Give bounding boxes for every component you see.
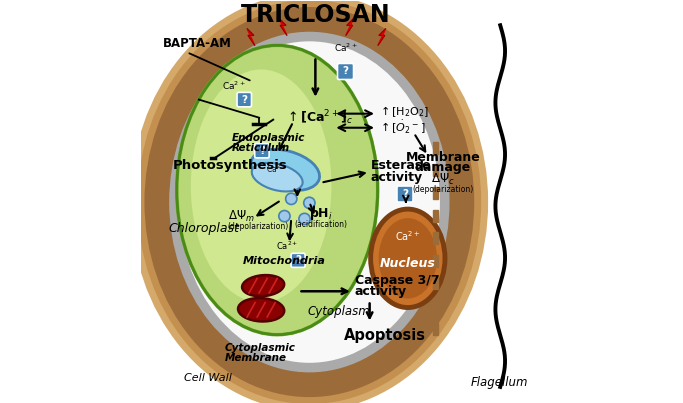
FancyBboxPatch shape — [337, 63, 354, 79]
Ellipse shape — [191, 69, 331, 303]
Text: ?: ? — [259, 145, 265, 156]
Text: Ca$^{2+}$: Ca$^{2+}$ — [222, 79, 246, 92]
Text: Ca$^{2+}$: Ca$^{2+}$ — [276, 240, 298, 252]
Text: ?: ? — [295, 256, 301, 265]
Text: $\uparrow$[$\dot{O}_2$$^-$]: $\uparrow$[$\dot{O}_2$$^-$] — [378, 119, 426, 136]
Polygon shape — [346, 19, 354, 35]
Text: Reticulum: Reticulum — [232, 143, 290, 153]
FancyBboxPatch shape — [397, 186, 413, 202]
FancyBboxPatch shape — [291, 253, 305, 267]
Text: Membrane: Membrane — [406, 151, 480, 164]
Text: Apoptosis: Apoptosis — [344, 328, 426, 343]
Text: (acidification): (acidification) — [294, 220, 347, 229]
Ellipse shape — [177, 46, 378, 334]
Text: Esterase: Esterase — [370, 160, 431, 172]
Bar — [433, 164, 438, 177]
Circle shape — [299, 213, 310, 224]
Ellipse shape — [371, 209, 445, 307]
Text: Ca$^{2+}$: Ca$^{2+}$ — [334, 41, 357, 54]
Text: BAPTA-AM: BAPTA-AM — [163, 37, 232, 50]
Text: $\Delta\Psi_c$: $\Delta\Psi_c$ — [431, 172, 455, 187]
Bar — [433, 210, 438, 222]
FancyBboxPatch shape — [255, 143, 269, 158]
Circle shape — [285, 193, 297, 204]
Circle shape — [279, 210, 290, 222]
Text: ?: ? — [342, 66, 348, 77]
Bar — [433, 255, 438, 267]
Text: Cell Wall: Cell Wall — [184, 373, 232, 383]
Polygon shape — [378, 29, 386, 46]
Text: pH$_i$: pH$_i$ — [309, 206, 333, 222]
Text: damage: damage — [415, 162, 471, 174]
Bar — [433, 277, 438, 289]
Text: Cytoplasm: Cytoplasm — [307, 305, 370, 318]
Text: $\uparrow$[Ca$^{2+}$]$_c$: $\uparrow$[Ca$^{2+}$]$_c$ — [285, 108, 353, 127]
Text: activity: activity — [354, 285, 407, 298]
Text: (depolarization): (depolarization) — [227, 222, 289, 231]
Text: Membrane: Membrane — [225, 353, 287, 363]
Text: Chloroplast: Chloroplast — [169, 222, 240, 235]
Bar — [433, 187, 438, 199]
Ellipse shape — [251, 150, 320, 191]
Text: Mitochondria: Mitochondria — [243, 256, 326, 266]
FancyBboxPatch shape — [237, 92, 251, 107]
Text: (depolarization): (depolarization) — [412, 185, 473, 194]
Bar — [433, 323, 438, 334]
Text: $\uparrow$[H$_2$O$_2$]: $\uparrow$[H$_2$O$_2$] — [378, 104, 428, 119]
Ellipse shape — [378, 218, 437, 299]
Ellipse shape — [242, 275, 284, 296]
Text: $\Delta\Psi_m$: $\Delta\Psi_m$ — [228, 209, 255, 224]
Text: activity: activity — [370, 171, 423, 185]
Text: ?: ? — [402, 189, 408, 199]
Ellipse shape — [238, 298, 284, 322]
Text: Flagellum: Flagellum — [471, 376, 528, 388]
Text: Nucleus: Nucleus — [380, 257, 436, 270]
Text: TRICLOSAN: TRICLOSAN — [240, 3, 390, 27]
Bar — [433, 300, 438, 312]
Text: Endoplasmic: Endoplasmic — [232, 133, 305, 143]
Ellipse shape — [179, 42, 440, 363]
Bar — [433, 142, 438, 154]
Ellipse shape — [252, 163, 303, 191]
Polygon shape — [247, 29, 255, 46]
Polygon shape — [279, 19, 287, 35]
Text: Caspase 3/7: Caspase 3/7 — [354, 274, 439, 287]
Circle shape — [304, 197, 315, 208]
Text: Photosynthesis: Photosynthesis — [173, 160, 288, 172]
Text: Ca$^{2+}$: Ca$^{2+}$ — [395, 229, 421, 243]
Text: Ca$^{2+}$: Ca$^{2+}$ — [266, 162, 287, 175]
Text: ?: ? — [241, 95, 247, 105]
Text: Cytoplasmic: Cytoplasmic — [225, 343, 296, 353]
Bar — [433, 232, 438, 244]
